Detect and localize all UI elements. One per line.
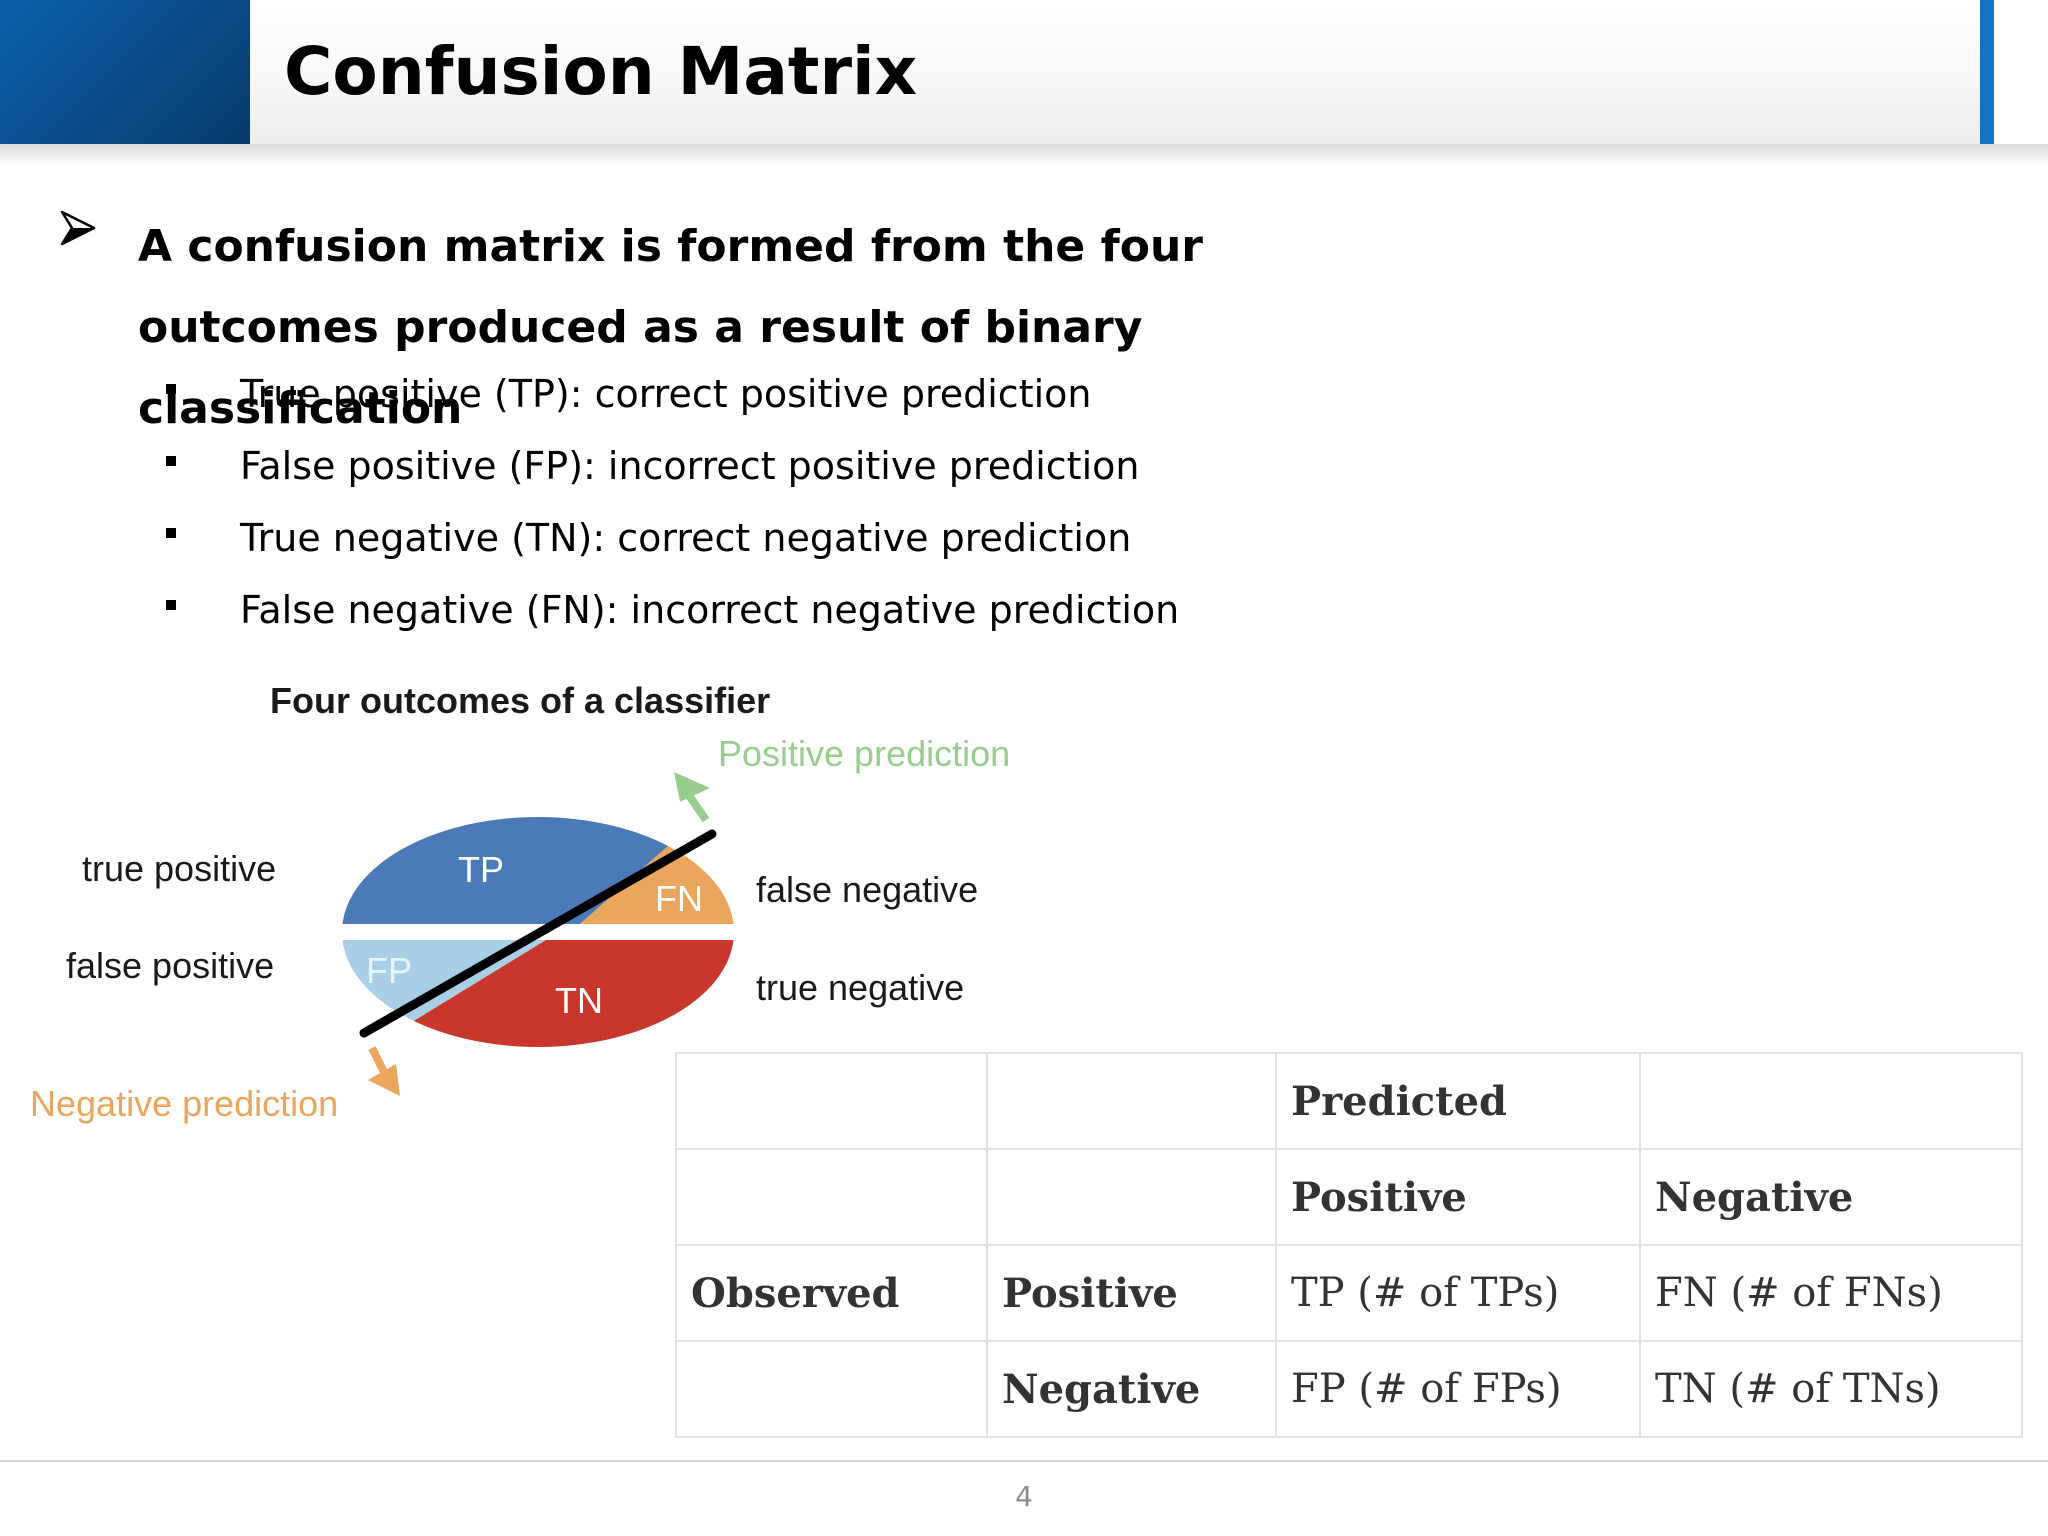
negative-prediction-label: Negative prediction (30, 1083, 338, 1124)
observed-positive-header: Positive (986, 1244, 1277, 1342)
tp-label: TP (458, 849, 504, 890)
header-accent-block (0, 0, 250, 144)
table-row: Observed Positive TP (# of TPs) FN (# of… (675, 1244, 2023, 1342)
figure-title: Four outcomes of a classifier (270, 680, 770, 721)
fp-cell: FP (# of FPs) (1275, 1340, 1641, 1438)
table-cell (1639, 1052, 2023, 1150)
table-row: Predicted (675, 1052, 2023, 1150)
tn-label: TN (555, 980, 603, 1021)
list-item-text: False positive (FP): incorrect positive … (240, 444, 1140, 488)
predicted-negative-header: Negative (1639, 1148, 2023, 1246)
table-cell (675, 1340, 988, 1438)
list-item-text: True positive (TP): correct positive pre… (240, 372, 1092, 416)
true-positive-label: true positive (82, 848, 276, 889)
confusion-matrix-table: Predicted Positive Negative Observed Pos… (675, 1052, 2023, 1438)
fn-label: FN (655, 878, 703, 919)
arrow-bullet-icon (60, 210, 96, 246)
tn-cell: TN (# of TNs) (1639, 1340, 2023, 1438)
footer-divider (0, 1460, 2048, 1462)
classifier-outcomes-diagram: Four outcomes of a classifier TP FN FP T… (30, 680, 1010, 1124)
slide-title: Confusion Matrix (284, 33, 918, 110)
observed-negative-header: Negative (986, 1340, 1277, 1438)
positive-arrow-shaft (684, 791, 710, 823)
tp-cell: TP (# of TPs) (1275, 1244, 1641, 1342)
table-cell (675, 1148, 988, 1246)
page-number: 4 (1015, 1480, 1033, 1513)
table-cell (986, 1148, 1277, 1246)
observed-header: Observed (675, 1244, 988, 1342)
false-negative-label: false negative (756, 869, 978, 910)
header-band (250, 0, 1980, 144)
positive-prediction-label: Positive prediction (718, 733, 1010, 774)
header-right-bar (1980, 0, 1994, 144)
table-row: Negative FP (# of FPs) TN (# of TNs) (675, 1340, 2023, 1438)
fp-label: FP (366, 950, 412, 991)
classifier-outcomes-figure: Four outcomes of a classifier TP FN FP T… (0, 670, 1100, 1140)
square-bullet-icon (166, 528, 176, 538)
table-row: Positive Negative (675, 1148, 2023, 1246)
negative-arrow-head-icon (368, 1064, 400, 1096)
decision-boundary-line (359, 829, 717, 1038)
true-negative-label: true negative (756, 967, 964, 1008)
false-positive-label: false positive (66, 945, 274, 986)
list-item-text: True negative (TN): correct negative pre… (240, 516, 1132, 560)
negative-arrow-shaft (368, 1046, 388, 1074)
list-item-text: False negative (FN): incorrect negative … (240, 588, 1180, 632)
predicted-positive-header: Positive (1275, 1148, 1641, 1246)
square-bullet-icon (166, 384, 176, 394)
header-shadow (0, 144, 2048, 166)
fn-cell: FN (# of FNs) (1639, 1244, 2023, 1342)
table-cell (986, 1052, 1277, 1150)
square-bullet-icon (166, 600, 176, 610)
positive-arrow-head-icon (674, 772, 710, 802)
predicted-header: Predicted (1275, 1052, 1641, 1150)
square-bullet-icon (166, 456, 176, 466)
main-bullet-text: A confusion matrix is formed from the fo… (138, 221, 1203, 434)
table-cell (675, 1052, 988, 1150)
